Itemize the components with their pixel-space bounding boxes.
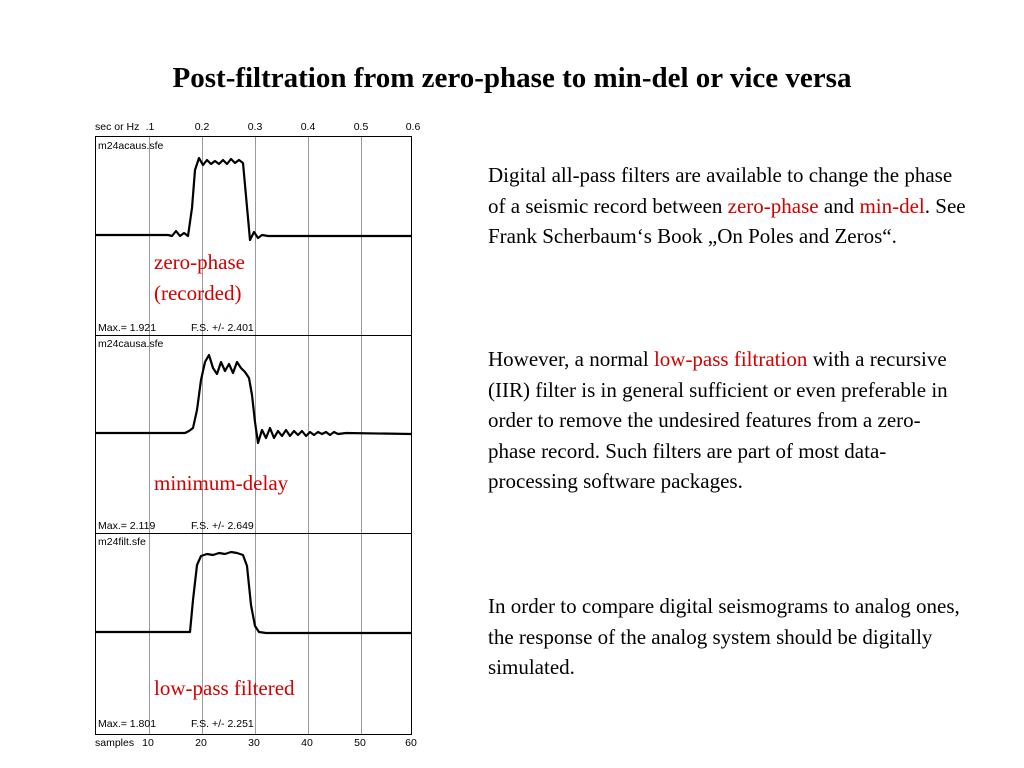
text-segment: Digital all-pass filters are available t… [488, 163, 953, 218]
highlight-min-del: min-del [859, 193, 925, 218]
bottom-tick: 10 [142, 737, 154, 749]
trace-max-value: Max.= 2.119 [98, 520, 155, 532]
text-segment: . See Frank Scherbaum‘s Book „On Poles a… [488, 193, 966, 249]
top-tick: 0.4 [301, 121, 316, 133]
bottom-tick: 60 [405, 737, 417, 749]
trace-label-minimum-delay: minimum-delay [154, 471, 289, 495]
text-segment: However, a normal [488, 347, 654, 371]
trace-file-name: m24acaus.sfe [98, 140, 164, 152]
trace-file-name: m24causa.sfe [98, 338, 164, 350]
trace-minimum-delay [95, 353, 413, 445]
paragraph-low-pass: However, a normal low-pass filtration wi… [488, 344, 968, 497]
bottom-tick: 20 [195, 737, 207, 749]
trace-max-value: Max.= 1.801 [98, 718, 156, 730]
top-tick: .1 [146, 121, 155, 133]
bottom-axis-label: samples [95, 737, 134, 749]
paragraph-all-pass: Digital all-pass filters are available t… [488, 160, 968, 252]
trace-label-zero-phase: zero-phase (recorded) [154, 247, 245, 309]
trace-label-low-pass-filtered: low-pass filtered [154, 676, 295, 700]
top-tick: 0.2 [195, 121, 210, 133]
highlight-zero-phase: zero-phase [727, 193, 819, 218]
paragraph-analog-simulation: In order to compare digital seismograms … [488, 594, 960, 679]
bottom-tick: 40 [301, 737, 313, 749]
highlight-low-pass: low-pass filtration [653, 347, 808, 371]
bottom-tick: 50 [354, 737, 366, 749]
top-tick: 0.5 [354, 121, 369, 133]
text-segment: and [818, 193, 860, 218]
panel-frame [95, 136, 412, 735]
top-tick: 0.6 [406, 121, 421, 133]
top-tick: 0.3 [248, 121, 263, 133]
trace-label-line: (recorded) [154, 281, 242, 305]
top-axis-label: sec or Hz [95, 121, 139, 133]
trace-low-pass-filtered [95, 550, 412, 635]
trace-full-scale: F.S. +/- 2.251 [191, 718, 254, 730]
trace-label-line: zero-phase [154, 250, 245, 274]
slide-title: Post-filtration from zero-phase to min-d… [172, 62, 852, 94]
trace-file-name: m24filt.sfe [98, 536, 146, 548]
text-segment: with a recursive (IIR) filter is in gene… [488, 347, 948, 493]
trace-full-scale: F.S. +/- 2.401 [191, 322, 254, 334]
bottom-tick: 30 [248, 737, 260, 749]
trace-max-value: Max.= 1.921 [98, 322, 156, 334]
trace-full-scale: F.S. +/- 2.649 [191, 520, 254, 532]
trace-zero-phase [95, 156, 412, 242]
